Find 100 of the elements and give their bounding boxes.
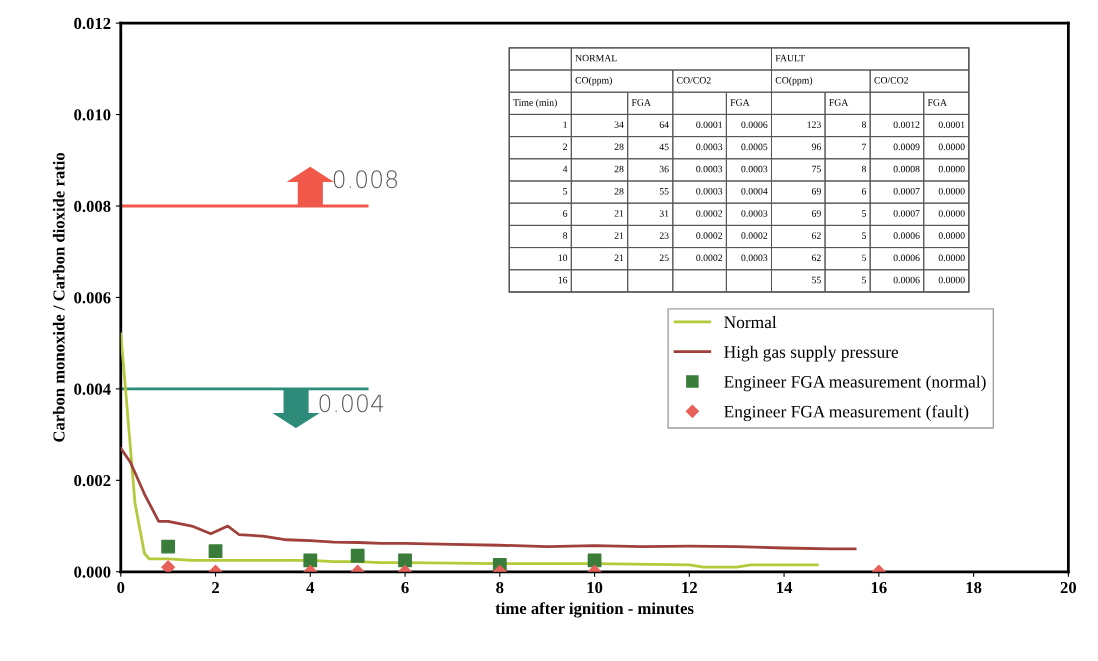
x-tick-label: 6: [401, 582, 409, 594]
annotation: 8: [861, 165, 867, 173]
annotation: 0.0000: [938, 143, 965, 151]
annotation: 10: [558, 254, 568, 262]
annotation: 0.0000: [938, 165, 965, 173]
annotation: 0.0003: [696, 165, 723, 173]
annotation: 21: [614, 210, 624, 217]
annotation: 0.0006: [741, 121, 768, 128]
legend-label: 0.008: [333, 170, 397, 189]
annotation: 0.0001: [938, 121, 965, 128]
x-tick-label: 16: [871, 582, 887, 594]
annotation: 0.0003: [696, 143, 723, 151]
annotation: 8: [861, 121, 867, 128]
annotation: 21: [614, 254, 624, 262]
annotation: 25: [659, 254, 669, 262]
annotation: FAULT: [775, 54, 805, 62]
annotation: 64: [659, 121, 669, 128]
annotation: 21: [614, 232, 624, 239]
annotation: 123: [807, 121, 821, 128]
annotation: 0.0000: [938, 232, 965, 239]
annotation: CO(ppm): [775, 76, 813, 86]
annotation: 0.0009: [893, 143, 920, 151]
annotation: FGA: [927, 99, 947, 106]
annotation: Time (min): [513, 98, 557, 108]
annotation: 0.0002: [696, 210, 723, 217]
x-tick-label: 12: [682, 582, 697, 594]
legend-label: Engineer FGA measurement (normal): [724, 375, 986, 392]
annotation: 6: [563, 210, 568, 217]
annotation: 7: [862, 143, 867, 151]
annotation: 0.0012: [893, 121, 920, 128]
annotation: 0.0003: [696, 187, 723, 195]
annotation: 1: [563, 121, 567, 128]
annotation: CO(ppm): [575, 76, 612, 86]
legend-label: High gas supply pressure: [724, 345, 899, 362]
annotation: 0.0000: [938, 254, 965, 262]
annotation: 0.0005: [741, 143, 768, 151]
annotation: 36: [659, 165, 669, 173]
annotation: 34: [614, 121, 624, 128]
annotation: 69: [811, 210, 821, 217]
x-tick-label: 2: [212, 582, 219, 594]
annotation: 0.0007: [893, 187, 920, 195]
annotation: 5: [862, 232, 867, 239]
x-tick-label: 4: [306, 582, 315, 594]
annotation: NORMAL: [575, 54, 617, 62]
annotation: FGA: [829, 99, 849, 106]
annotation: 8: [563, 232, 568, 239]
annotation: 45: [659, 143, 669, 151]
y-tick-label: 0.000: [74, 566, 111, 578]
ref-line-label: 0.004: [319, 394, 384, 413]
y-tick-label: 0.010: [74, 109, 111, 121]
annotation: 28: [614, 165, 624, 173]
annotation: 5: [563, 188, 568, 195]
annotation: 0.0003: [741, 165, 768, 173]
annotation: 16: [558, 276, 568, 284]
x-tick-label: 10: [587, 581, 603, 594]
x-tick-label: 0: [117, 581, 125, 594]
annotation: 0.0004: [741, 187, 768, 195]
x-tick-label: 14: [777, 582, 793, 594]
annotation: 75: [812, 165, 821, 173]
y-tick-label: 0.012: [74, 17, 111, 30]
annotation: 55: [659, 188, 669, 195]
y-tick-label: 0.004: [74, 383, 111, 395]
annotation: CO/CO2: [874, 77, 909, 84]
annotation: 28: [614, 187, 624, 195]
annotation: 96: [811, 143, 821, 151]
y-axis-title: Carbon monoxide / Carbon dioxide ratio: [52, 152, 65, 442]
annotation: 62: [811, 232, 821, 239]
annotation: 0.0002: [741, 232, 768, 239]
annotation: FGA: [631, 99, 651, 106]
annotation: 55: [812, 276, 821, 284]
legend-label: Normal: [724, 315, 777, 329]
annotation: 0.0000: [938, 210, 965, 217]
annotation: 0.0006: [893, 254, 920, 262]
line-series: [120, 446, 857, 551]
annotation: FGA: [730, 99, 750, 106]
x-tick-label: 20: [1060, 581, 1077, 594]
annotation: 0.0001: [696, 121, 723, 128]
annotation: 0.0006: [893, 276, 920, 284]
annotation: 0.0007: [893, 210, 920, 217]
y-tick-label: 0.002: [74, 475, 111, 487]
annotation: 28: [614, 143, 624, 151]
annotation: 0.0008: [893, 165, 920, 173]
x-tick-label: 8: [496, 581, 504, 594]
annotation: 23: [659, 232, 669, 239]
x-axis-title: time after ignition - minutes: [495, 602, 694, 618]
x-tick-label: 18: [966, 581, 982, 594]
annotation: 0.0002: [696, 254, 723, 262]
annotation: 31: [659, 210, 669, 217]
y-tick-label: 0.008: [74, 200, 111, 213]
annotation: 5: [862, 254, 867, 262]
annotation: 0.0006: [893, 232, 920, 239]
annotation: 0.0000: [938, 187, 965, 195]
annotation: 2: [563, 143, 567, 151]
annotation: 0.0003: [741, 254, 768, 262]
annotation: 0.0000: [938, 276, 965, 284]
annotation: 0.0002: [696, 232, 723, 239]
annotation: 62: [811, 254, 821, 262]
annotation: 4: [562, 165, 568, 173]
annotation: 5: [862, 276, 867, 284]
annotation: CO/CO2: [677, 77, 711, 84]
